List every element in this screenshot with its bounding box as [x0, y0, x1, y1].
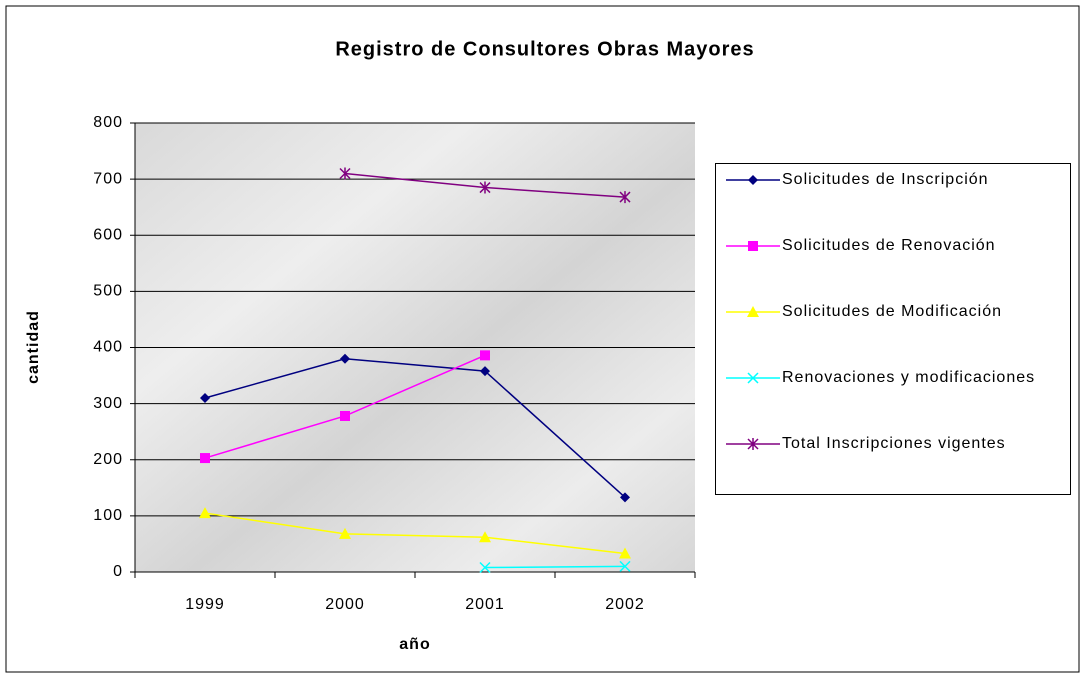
- legend: Solicitudes de Inscripción Solicitudes de…: [715, 163, 1071, 495]
- marker: [747, 372, 759, 384]
- series-line: [484, 565, 626, 569]
- y-tick-label: 100: [93, 507, 123, 524]
- marker: [619, 191, 631, 204]
- x-axis-label: año: [399, 636, 430, 653]
- y-tick-label: 200: [93, 451, 123, 468]
- legend-item: Solicitudes de Inscripción: [716, 168, 1070, 234]
- legend-label: Total Inscripciones vigentes: [782, 435, 1006, 452]
- marker: [480, 350, 490, 361]
- marker: [748, 175, 758, 185]
- marker: [479, 561, 491, 574]
- marker: [479, 181, 491, 194]
- legend-label: Solicitudes de Renovación: [782, 237, 996, 254]
- legend-swatch: [726, 175, 780, 185]
- y-tick-label: 700: [93, 170, 123, 187]
- marker: [200, 453, 210, 464]
- marker: [200, 393, 210, 404]
- series-line: [204, 357, 626, 498]
- marker: [479, 531, 491, 543]
- legend-item: Solicitudes de Modificación: [716, 300, 1070, 366]
- x-tick-label: 2001: [465, 596, 505, 613]
- legend-item: Total Inscripciones vigentes: [716, 432, 1070, 498]
- marker: [747, 438, 759, 450]
- x-tick-label: 2002: [605, 596, 645, 613]
- series-line: [204, 512, 626, 555]
- chart-title: Registro de Consultores Obras Mayores: [335, 38, 754, 60]
- marker: [620, 492, 630, 503]
- marker: [619, 547, 631, 559]
- legend-item: Renovaciones y modificaciones: [716, 366, 1070, 432]
- x-tick-label: 2000: [325, 596, 365, 613]
- marker: [340, 353, 350, 364]
- marker: [748, 241, 758, 251]
- legend-swatch: [726, 438, 780, 450]
- legend-swatch: [726, 372, 780, 384]
- legend-label: Renovaciones y modificaciones: [782, 369, 1036, 386]
- legend-label: Solicitudes de Inscripción: [782, 171, 989, 188]
- marker: [480, 366, 490, 377]
- marker: [339, 527, 351, 539]
- y-tick-label: 300: [93, 395, 123, 412]
- marker: [619, 560, 631, 572]
- y-tick-label: 500: [93, 283, 123, 300]
- marker: [747, 306, 759, 317]
- legend-label: Solicitudes de Modificación: [782, 303, 1002, 320]
- y-axis-label: cantidad: [25, 310, 42, 384]
- legend-swatch: [726, 306, 780, 317]
- x-tick-label: 1999: [185, 596, 225, 613]
- legend-item: Solicitudes de Renovación: [716, 234, 1070, 300]
- legend-swatch: [726, 241, 780, 251]
- marker: [339, 167, 351, 180]
- marker: [199, 507, 211, 519]
- marker: [340, 410, 350, 421]
- y-tick-label: 800: [93, 114, 123, 131]
- y-tick-label: 400: [93, 339, 123, 356]
- y-tick-label: 0: [113, 563, 123, 580]
- y-tick-label: 600: [93, 226, 123, 243]
